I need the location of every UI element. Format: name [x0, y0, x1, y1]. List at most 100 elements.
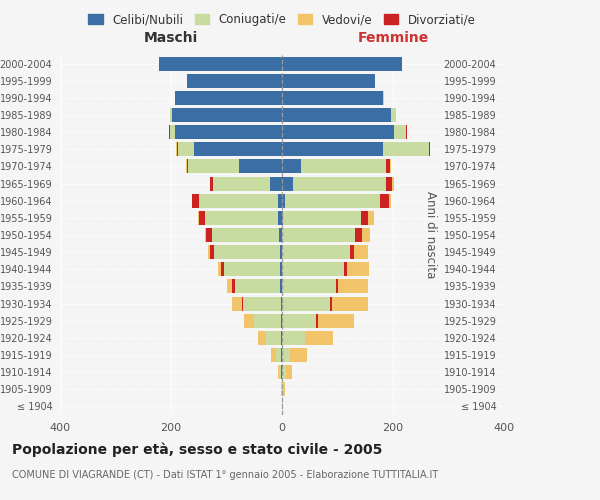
Bar: [205, 211, 278, 225]
Bar: [301, 160, 386, 173]
Bar: [278, 211, 282, 225]
Bar: [159, 56, 282, 70]
Bar: [178, 142, 194, 156]
Text: Femmine: Femmine: [358, 30, 428, 44]
Bar: [199, 194, 278, 207]
Bar: [243, 296, 281, 310]
Text: Popolazione per età, sesso e stato civile - 2005: Popolazione per età, sesso e stato civil…: [12, 442, 382, 457]
Bar: [227, 280, 232, 293]
Bar: [282, 108, 391, 122]
Bar: [286, 365, 292, 379]
Bar: [282, 56, 403, 70]
Bar: [170, 125, 175, 139]
Bar: [282, 91, 383, 105]
Bar: [282, 382, 284, 396]
Bar: [210, 245, 214, 259]
Bar: [383, 142, 428, 156]
Bar: [208, 245, 210, 259]
Bar: [254, 314, 281, 328]
Bar: [187, 74, 282, 88]
Bar: [350, 245, 354, 259]
Bar: [176, 142, 178, 156]
Y-axis label: Anni di nascita: Anni di nascita: [424, 192, 437, 278]
Bar: [192, 194, 199, 207]
Bar: [283, 211, 361, 225]
Bar: [282, 194, 285, 207]
Bar: [282, 331, 305, 345]
Bar: [389, 194, 391, 207]
Bar: [199, 211, 205, 225]
Bar: [361, 211, 368, 225]
Bar: [270, 176, 282, 190]
Bar: [218, 262, 221, 276]
Bar: [214, 245, 280, 259]
Bar: [337, 280, 368, 293]
Bar: [317, 314, 353, 328]
Bar: [290, 348, 307, 362]
Bar: [281, 296, 282, 310]
Bar: [221, 262, 224, 276]
Bar: [285, 194, 380, 207]
Bar: [383, 91, 384, 105]
Bar: [355, 228, 362, 242]
Legend: Celibi/Nubili, Coniugati/e, Vedovi/e, Divorziati/e: Celibi/Nubili, Coniugati/e, Vedovi/e, Di…: [83, 8, 481, 31]
Bar: [232, 296, 242, 310]
Bar: [205, 228, 206, 242]
Bar: [354, 245, 368, 259]
Bar: [293, 176, 386, 190]
Bar: [187, 160, 188, 173]
Bar: [282, 348, 290, 362]
Bar: [282, 280, 336, 293]
Bar: [282, 262, 344, 276]
Bar: [175, 125, 282, 139]
Bar: [380, 194, 389, 207]
Bar: [224, 262, 280, 276]
Bar: [281, 382, 282, 396]
Bar: [276, 348, 281, 362]
Bar: [394, 125, 406, 139]
Bar: [211, 176, 213, 190]
Bar: [386, 160, 390, 173]
Bar: [305, 331, 333, 345]
Bar: [244, 314, 254, 328]
Bar: [278, 365, 281, 379]
Bar: [194, 142, 282, 156]
Bar: [332, 296, 368, 310]
Bar: [347, 262, 369, 276]
Bar: [386, 176, 392, 190]
Bar: [198, 211, 199, 225]
Bar: [170, 108, 172, 122]
Bar: [282, 314, 316, 328]
Bar: [213, 176, 270, 190]
Bar: [282, 365, 286, 379]
Bar: [280, 280, 282, 293]
Bar: [392, 176, 394, 190]
Bar: [271, 348, 276, 362]
Bar: [188, 160, 239, 173]
Bar: [266, 331, 281, 345]
Bar: [279, 228, 282, 242]
Text: Maschi: Maschi: [144, 30, 198, 44]
Bar: [278, 194, 282, 207]
Bar: [212, 228, 279, 242]
Bar: [175, 91, 282, 105]
Bar: [282, 125, 394, 139]
Bar: [391, 108, 396, 122]
Bar: [232, 280, 235, 293]
Bar: [280, 262, 282, 276]
Bar: [172, 108, 282, 122]
Bar: [316, 314, 317, 328]
Bar: [330, 296, 332, 310]
Bar: [282, 176, 293, 190]
Bar: [282, 245, 350, 259]
Bar: [362, 228, 370, 242]
Bar: [282, 296, 330, 310]
Bar: [344, 262, 347, 276]
Bar: [239, 160, 282, 173]
Bar: [281, 314, 282, 328]
Bar: [428, 142, 430, 156]
Bar: [280, 245, 282, 259]
Bar: [282, 74, 374, 88]
Bar: [235, 280, 280, 293]
Bar: [282, 228, 355, 242]
